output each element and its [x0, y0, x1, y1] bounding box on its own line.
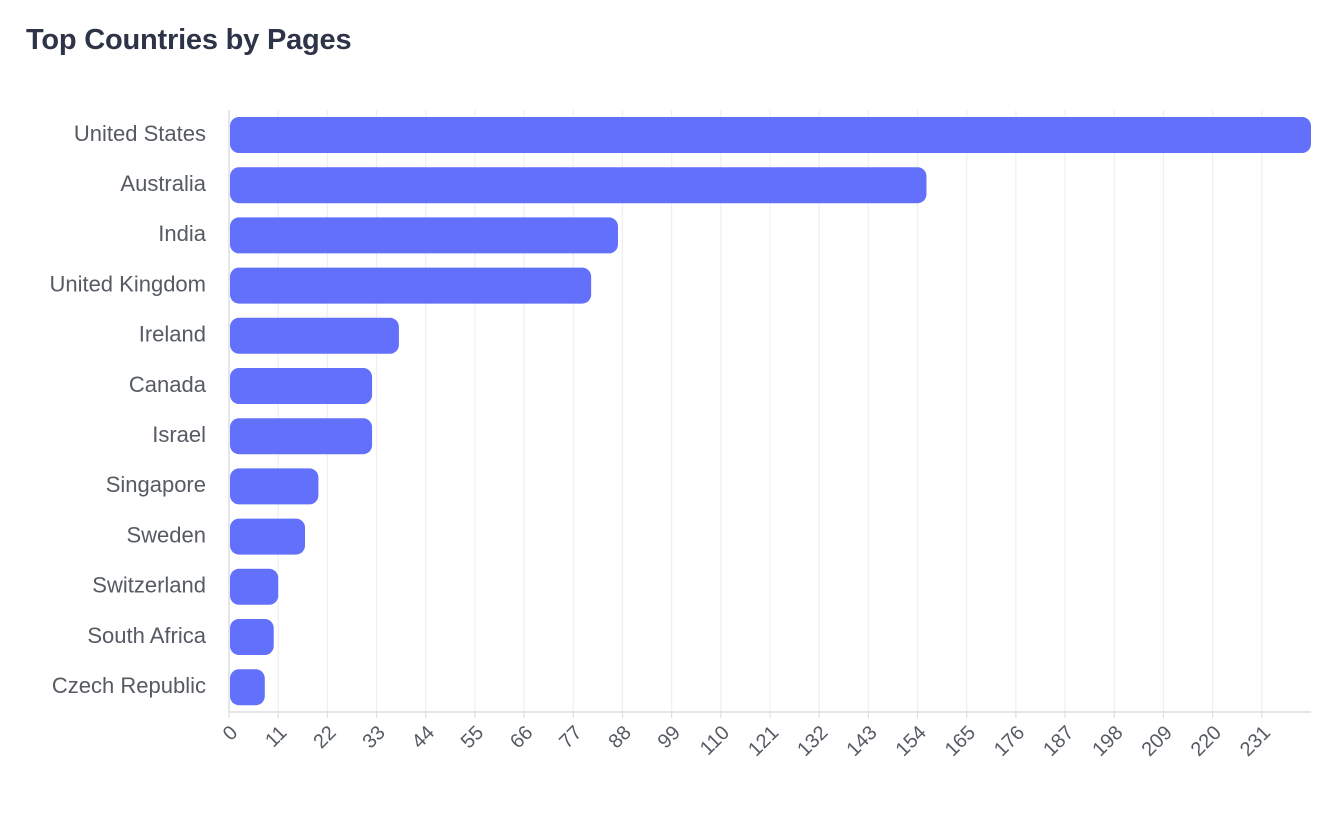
category-label: Czech Republic — [52, 673, 206, 698]
x-tick-label: 132 — [793, 722, 832, 761]
x-tick-label: 231 — [1236, 722, 1275, 761]
x-tick-label: 121 — [744, 722, 783, 761]
bar[interactable] — [230, 568, 279, 605]
bar[interactable] — [230, 518, 306, 555]
x-tick-label: 198 — [1088, 722, 1127, 761]
x-tick-label: 22 — [309, 722, 340, 753]
grid-layer — [277, 110, 1263, 712]
category-label: United Kingdom — [49, 271, 206, 296]
category-label: Israel — [152, 422, 206, 447]
x-tick-label: 11 — [261, 722, 291, 752]
x-tick-label: 165 — [941, 722, 980, 761]
category-label: Singapore — [106, 472, 206, 497]
category-label: South Africa — [87, 623, 206, 648]
bar[interactable] — [230, 267, 592, 304]
category-label: United States — [74, 121, 206, 146]
x-tick-label: 55 — [457, 722, 488, 753]
x-tick-label: 176 — [990, 722, 1029, 761]
bar[interactable] — [230, 317, 399, 354]
category-label: Australia — [120, 171, 206, 196]
bar[interactable] — [230, 418, 373, 455]
bar[interactable] — [230, 368, 373, 404]
x-tick-label: 110 — [696, 722, 734, 760]
bar[interactable] — [230, 619, 274, 655]
category-label: India — [158, 221, 206, 246]
category-labels: United States Australia India United Kingdo… — [49, 121, 206, 698]
bar[interactable] — [230, 217, 618, 254]
x-tick-label: 143 — [842, 722, 881, 761]
bar[interactable] — [230, 669, 265, 706]
category-label: Ireland — [139, 322, 206, 347]
x-tick-label: 66 — [506, 722, 537, 753]
x-tick-label: 0 — [219, 722, 242, 745]
x-tick-label: 88 — [604, 722, 635, 753]
bar-layer — [230, 117, 1311, 706]
bar[interactable] — [230, 167, 927, 204]
x-tick-label: 154 — [892, 722, 931, 761]
x-tick-label: 220 — [1187, 722, 1226, 761]
chart-title: Top Countries by Pages — [26, 24, 352, 56]
x-tick-label: 33 — [359, 722, 390, 753]
x-tick-label: 187 — [1039, 722, 1078, 761]
category-label: Sweden — [126, 522, 206, 547]
x-tick-label: 44 — [408, 722, 439, 753]
x-tick-label: 99 — [654, 722, 685, 753]
bar[interactable] — [230, 117, 1311, 153]
x-tick-label: 209 — [1138, 722, 1177, 761]
category-label: Canada — [129, 372, 207, 397]
bar[interactable] — [230, 468, 319, 505]
category-label: Switzerland — [92, 573, 206, 598]
x-tick-labels: 0 11 22 33 44 55 66 77 88 99 110 121 132 143 154 165 176… — [219, 722, 1275, 761]
x-tick-label: 77 — [555, 722, 586, 753]
axis-layer — [228, 110, 1311, 718]
